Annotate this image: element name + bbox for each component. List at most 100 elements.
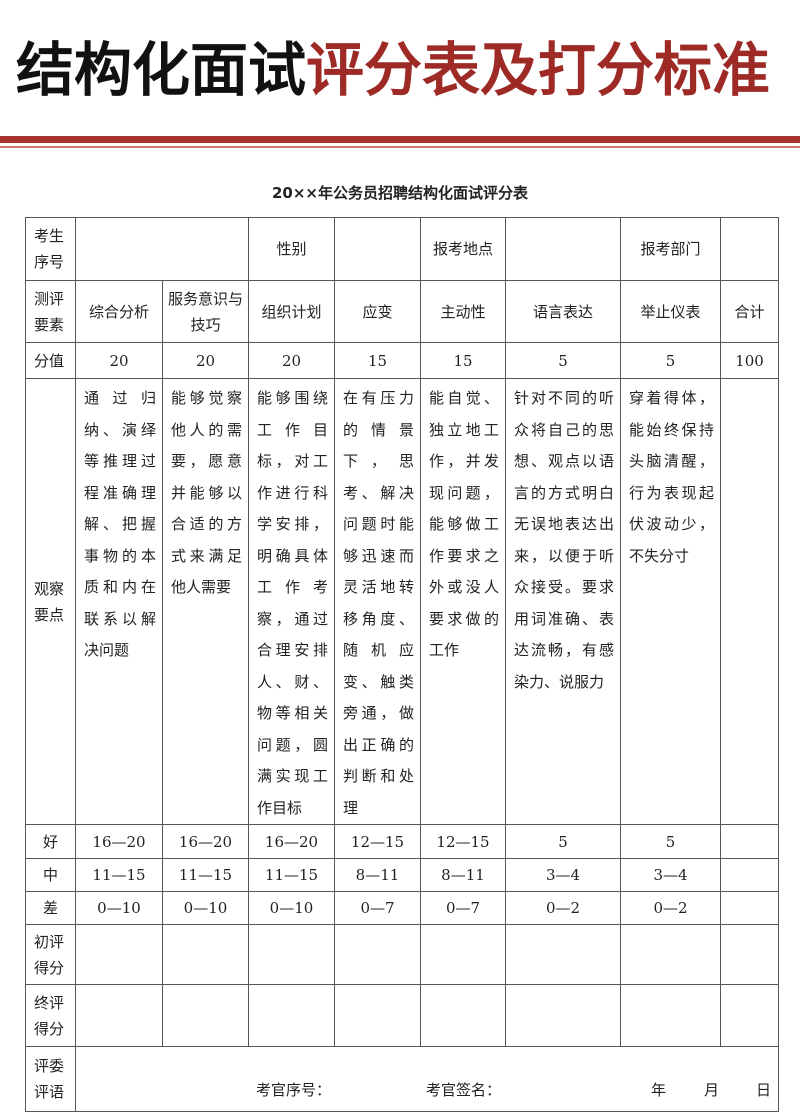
grade-range: 0—10	[162, 891, 249, 925]
final-score-field[interactable]	[248, 984, 335, 1047]
observation-text: 能够觉察他人的需要，愿意并能够以合适的方式来满足他人需要	[162, 378, 249, 825]
location-label: 报考地点	[420, 217, 506, 281]
grade-range: 16—20	[248, 824, 335, 859]
page-title: 结构化面试评分表及打分标准	[16, 36, 771, 104]
final-score-field[interactable]	[720, 984, 779, 1047]
grade-range: 0—2	[620, 891, 721, 925]
divider	[0, 146, 800, 148]
observation-text: 穿着得体，能始终保持头脑清醒，行为表现起伏波动少，不失分寸	[620, 378, 721, 825]
candidate-no-field[interactable]	[75, 217, 249, 281]
initial-score-field[interactable]	[248, 924, 335, 985]
final-score-label: 终评得分	[25, 984, 76, 1047]
initial-score-row: 初评得分	[25, 924, 779, 985]
form-title: 20××年公务员招聘结构化面试评分表	[271, 184, 528, 202]
score-value: 20	[248, 342, 335, 379]
gender-label: 性别	[248, 217, 335, 281]
grade-range	[720, 824, 779, 859]
observation-label: 观察要点	[25, 378, 76, 825]
month-label: 月	[704, 1081, 720, 1099]
grade-range: 12—15	[420, 824, 506, 859]
final-score-field[interactable]	[162, 984, 249, 1047]
grade-range: 11—15	[248, 858, 335, 892]
grade-range: 16—20	[75, 824, 163, 859]
initial-score-field[interactable]	[334, 924, 421, 985]
year-label: 年	[651, 1081, 667, 1099]
initial-score-field[interactable]	[420, 924, 506, 985]
grade-label: 差	[25, 891, 76, 925]
criterion: 综合分析	[75, 280, 163, 343]
initial-score-field[interactable]	[620, 924, 721, 985]
observation-empty	[720, 378, 779, 825]
initial-score-field[interactable]	[505, 924, 621, 985]
criterion: 主动性	[420, 280, 506, 343]
score-value: 15	[334, 342, 421, 379]
info-row: 考生序号 性别 报考地点 报考部门	[25, 217, 779, 281]
department-field[interactable]	[720, 217, 779, 281]
grade-range: 16—20	[162, 824, 249, 859]
grade-range: 0—10	[75, 891, 163, 925]
comment-row: 评委评语 考官序号： 考官签名： 年 月 日	[25, 1046, 779, 1112]
observation-text: 能自觉、独立地工作，并发现问题，能够做工作要求之外或没人要求做的工作	[420, 378, 506, 825]
grade-range: 5	[505, 824, 621, 859]
observation-text: 通过归纳、演绎等推理过程准确理解、把握事物的本质和内在联系以解决问题	[75, 378, 163, 825]
divider	[0, 136, 800, 143]
final-score-field[interactable]	[620, 984, 721, 1047]
initial-score-field[interactable]	[162, 924, 249, 985]
score-label: 分值	[25, 342, 76, 379]
criteria-row: 测评要素 综合分析 服务意识与技巧 组织计划 应变 主动性 语言表达 举止仪表 …	[25, 280, 779, 343]
grade-range: 0—7	[334, 891, 421, 925]
score-value: 5	[620, 342, 721, 379]
examiner-no-label: 考官序号：	[256, 1081, 332, 1099]
grade-range: 8—11	[420, 858, 506, 892]
grade-range	[720, 891, 779, 925]
grade-range: 12—15	[334, 824, 421, 859]
score-value: 15	[420, 342, 506, 379]
grade-range: 0—10	[248, 891, 335, 925]
grade-range: 0—7	[420, 891, 506, 925]
grade-range	[720, 858, 779, 892]
criteria-label: 测评要素	[25, 280, 76, 343]
examiner-sign-label: 考官签名：	[426, 1081, 502, 1099]
grade-range: 0—2	[505, 891, 621, 925]
initial-score-label: 初评得分	[25, 924, 76, 985]
initial-score-field[interactable]	[720, 924, 779, 985]
grade-range: 11—15	[75, 858, 163, 892]
criterion: 语言表达	[505, 280, 621, 343]
criterion-total: 合计	[720, 280, 779, 343]
criterion: 服务意识与技巧	[162, 280, 249, 343]
grade-range: 11—15	[162, 858, 249, 892]
final-score-field[interactable]	[75, 984, 163, 1047]
grade-row-good: 好 16—20 16—20 16—20 12—15 12—15 5 5	[25, 824, 779, 859]
score-value: 100	[720, 342, 779, 379]
score-value: 5	[505, 342, 621, 379]
comment-label: 评委评语	[25, 1046, 76, 1112]
grade-label: 中	[25, 858, 76, 892]
criterion: 组织计划	[248, 280, 335, 343]
department-label: 报考部门	[620, 217, 721, 281]
gender-field[interactable]	[334, 217, 421, 281]
criterion: 应变	[334, 280, 421, 343]
grade-label: 好	[25, 824, 76, 859]
grade-range: 5	[620, 824, 721, 859]
final-score-row: 终评得分	[25, 984, 779, 1047]
observation-text: 在有压力的情景下，思考、解决问题时能够迅速而灵活地转移角度、随机应变、触类旁通，…	[334, 378, 421, 825]
final-score-field[interactable]	[420, 984, 506, 1047]
grade-range: 3—4	[620, 858, 721, 892]
score-value: 20	[162, 342, 249, 379]
final-score-field[interactable]	[334, 984, 421, 1047]
initial-score-field[interactable]	[75, 924, 163, 985]
grade-row-poor: 差 0—10 0—10 0—10 0—7 0—7 0—2 0—2	[25, 891, 779, 925]
comment-field[interactable]: 考官序号： 考官签名： 年 月 日	[75, 1046, 779, 1112]
score-value: 20	[75, 342, 163, 379]
grade-range: 3—4	[505, 858, 621, 892]
candidate-no-label: 考生序号	[25, 217, 76, 281]
observation-text: 能够围绕工作目标，对工作进行科学安排，明确具体工作考察，通过合理安排人、财、物等…	[248, 378, 335, 825]
location-field[interactable]	[505, 217, 621, 281]
grade-row-medium: 中 11—15 11—15 11—15 8—11 8—11 3—4 3—4	[25, 858, 779, 892]
day-label: 日	[756, 1081, 772, 1099]
grade-range: 8—11	[334, 858, 421, 892]
score-table: 考生序号 性别 报考地点 报考部门 测评要素 综合分析 服务意识与技巧 组织计划…	[25, 217, 779, 1112]
score-row: 分值 20 20 20 15 15 5 5 100	[25, 342, 779, 379]
observation-text: 针对不同的听众将自己的思想、观点以语言的方式明白无误地表达出来，以便于听众接受。…	[505, 378, 621, 825]
final-score-field[interactable]	[505, 984, 621, 1047]
